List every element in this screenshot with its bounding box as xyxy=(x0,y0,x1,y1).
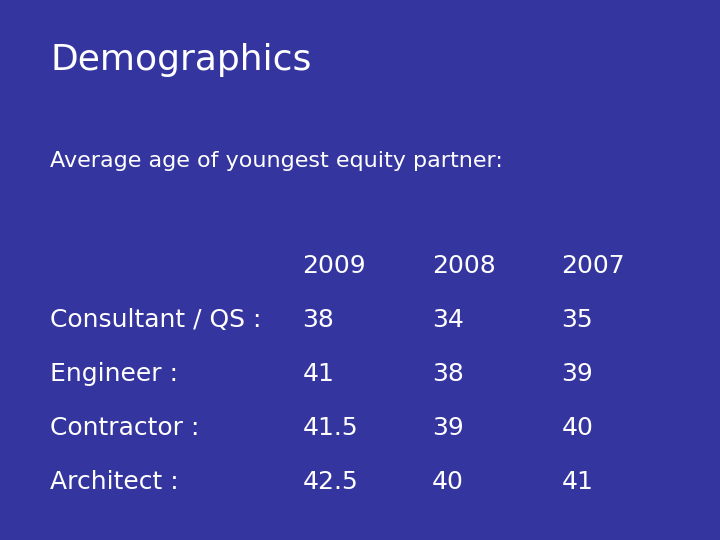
Text: 41.5: 41.5 xyxy=(302,416,358,440)
Text: 2007: 2007 xyxy=(562,254,625,278)
Text: 2008: 2008 xyxy=(432,254,496,278)
Text: Consultant / QS :: Consultant / QS : xyxy=(50,308,262,332)
Text: 41: 41 xyxy=(562,470,593,494)
Text: Architect :: Architect : xyxy=(50,470,179,494)
Text: Contractor :: Contractor : xyxy=(50,416,199,440)
Text: 39: 39 xyxy=(562,362,593,386)
Text: Demographics: Demographics xyxy=(50,43,312,77)
Text: 2009: 2009 xyxy=(302,254,366,278)
Text: 38: 38 xyxy=(302,308,334,332)
Text: 34: 34 xyxy=(432,308,464,332)
Text: 42.5: 42.5 xyxy=(302,470,358,494)
Text: 40: 40 xyxy=(432,470,464,494)
Text: Engineer :: Engineer : xyxy=(50,362,179,386)
Text: 35: 35 xyxy=(562,308,593,332)
Text: 41: 41 xyxy=(302,362,334,386)
Text: 39: 39 xyxy=(432,416,464,440)
Text: Average age of youngest equity partner:: Average age of youngest equity partner: xyxy=(50,151,503,171)
Text: 40: 40 xyxy=(562,416,593,440)
Text: 38: 38 xyxy=(432,362,464,386)
